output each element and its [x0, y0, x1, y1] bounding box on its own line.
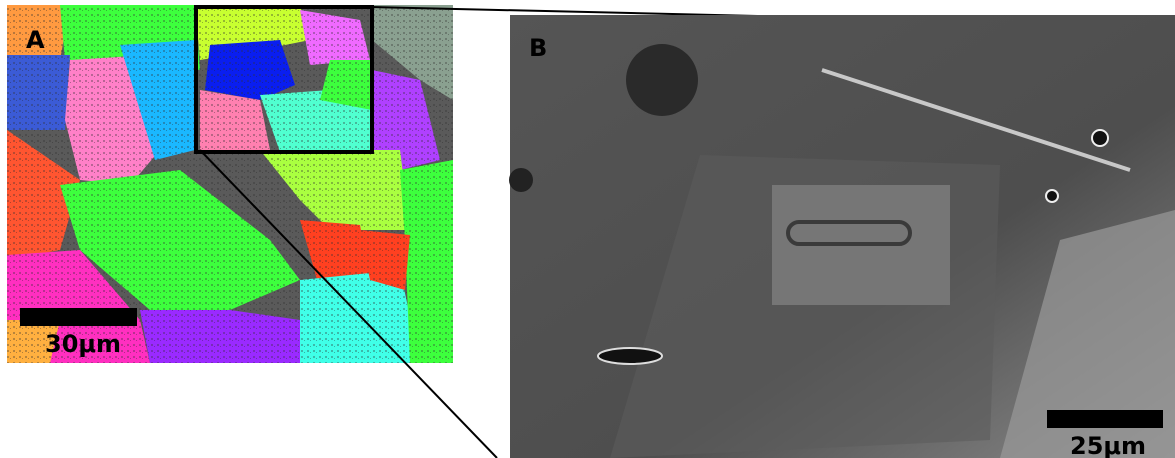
scale-bar	[1047, 410, 1163, 428]
panel-b	[509, 15, 1175, 458]
connector	[199, 149, 498, 458]
panel-label: A	[26, 26, 45, 54]
scratch	[821, 68, 1131, 172]
pore	[1091, 129, 1109, 147]
scale-bar	[20, 308, 137, 326]
scale-label: 30μm	[45, 330, 121, 358]
pore	[509, 168, 533, 192]
pore	[626, 44, 698, 116]
panel-label: B	[529, 34, 547, 62]
pore	[597, 347, 663, 365]
zoom-box	[194, 5, 374, 154]
trench	[786, 220, 912, 246]
panel-a	[7, 5, 453, 363]
noise	[7, 5, 453, 363]
scale-label: 25μm	[1070, 432, 1146, 458]
region	[1000, 210, 1175, 458]
pore	[1045, 189, 1059, 203]
